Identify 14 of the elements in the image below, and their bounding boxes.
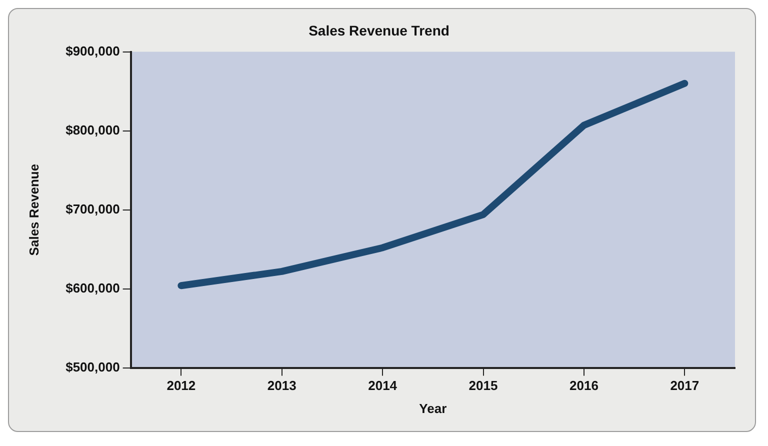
- y-axis-title: Sales Revenue: [26, 164, 42, 256]
- x-tick-label: 2014: [368, 378, 398, 394]
- x-axis-title: Year: [419, 400, 447, 416]
- y-tick-label: $500,000: [66, 359, 120, 374]
- y-tick-label: $700,000: [66, 201, 120, 216]
- x-tick-label: 2012: [166, 378, 196, 394]
- x-tick-label: 2017: [670, 378, 700, 394]
- x-tick-label: 2016: [569, 378, 598, 394]
- y-tick-label: $800,000: [66, 122, 120, 138]
- x-tick-label: 2013: [267, 378, 296, 394]
- chart-title: Sales Revenue Trend: [308, 22, 450, 38]
- x-tick-label: 2015: [468, 378, 498, 394]
- y-tick-label: $600,000: [66, 280, 120, 296]
- y-tick-label: $900,000: [66, 43, 120, 58]
